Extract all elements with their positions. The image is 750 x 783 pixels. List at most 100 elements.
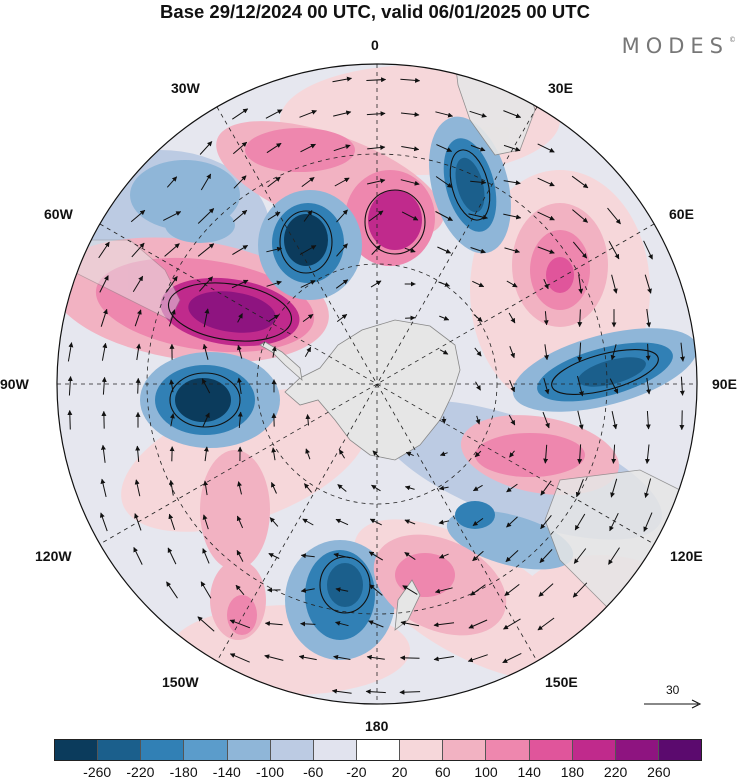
- wind-vector: [540, 480, 552, 496]
- wind-vector: [366, 77, 387, 83]
- colorbar-bin: [529, 740, 573, 760]
- wind-vector: [468, 619, 488, 629]
- wind-vector: [335, 518, 349, 526]
- wind-vector: [405, 315, 416, 321]
- wind-vector: [436, 144, 453, 152]
- wind-vector: [265, 109, 283, 119]
- wind-vector: [400, 112, 420, 117]
- colorbar-tick-label: 100: [474, 764, 498, 780]
- colorbar-tick-label: -260: [83, 764, 112, 780]
- lon-label-180: 180: [365, 718, 389, 734]
- wind-vector: [99, 512, 108, 532]
- colorbar-tick-label: 60: [435, 764, 451, 780]
- wind-vector: [134, 513, 142, 531]
- wind-vector: [300, 587, 315, 593]
- wind-vector: [467, 654, 488, 663]
- lon-label-0: 0: [371, 37, 379, 53]
- wind-vector: [236, 515, 244, 529]
- lon-label-120e: 120E: [670, 548, 703, 564]
- wind-vector: [168, 513, 176, 530]
- wind-vector: [366, 178, 386, 185]
- wind-vector: [644, 274, 652, 294]
- wind-vector: [643, 512, 653, 532]
- wind-vector: [133, 546, 143, 565]
- wind-vector: [200, 581, 212, 599]
- wind-vector: [134, 479, 141, 497]
- colorbar-bin: [98, 740, 142, 760]
- antarctica: [284, 319, 461, 461]
- wind-vector: [574, 513, 586, 531]
- wind-vector: [508, 312, 516, 324]
- wind-vector: [433, 622, 455, 628]
- wind-vector: [229, 619, 251, 629]
- wind-vector: [336, 243, 348, 257]
- wind-vector: [67, 376, 73, 396]
- lon-label-30e: 30E: [548, 80, 573, 96]
- wind-vector: [366, 111, 386, 117]
- brand-text: MODES: [621, 34, 729, 58]
- lon-label-120w: 120W: [35, 548, 72, 564]
- wind-vector: [577, 309, 583, 328]
- wind-vector: [98, 241, 110, 259]
- wind-vector: [439, 451, 448, 457]
- wind-vector: [197, 243, 215, 257]
- wind-vector: [370, 280, 382, 288]
- wind-vector: [405, 451, 414, 457]
- wind-vector: [472, 484, 483, 492]
- wind-vector: [232, 108, 249, 120]
- wind-vector: [537, 617, 555, 631]
- wind-vector: [572, 582, 588, 598]
- wind-vector: [264, 654, 284, 661]
- colorbar-tick-label: 260: [647, 764, 671, 780]
- wind-vector: [400, 179, 420, 186]
- wind-vector: [503, 180, 521, 186]
- wind-vector: [441, 416, 447, 424]
- wind-vector: [101, 342, 108, 361]
- wind-vector: [404, 519, 416, 525]
- wind-vector: [266, 280, 282, 287]
- colorbar-tick-label: -20: [346, 764, 367, 780]
- wind-vector: [131, 242, 145, 258]
- wind-vector: [537, 211, 555, 221]
- colorbar-bin: [270, 740, 314, 760]
- wind-vector: [506, 280, 518, 288]
- wind-vector: [504, 247, 520, 254]
- wind-vector: [577, 410, 584, 430]
- wind-vector: [203, 308, 210, 328]
- wind-vector: [400, 655, 420, 661]
- wind-vector: [134, 309, 142, 327]
- antarctic-peninsula: [259, 341, 303, 382]
- wind-vector: [197, 616, 215, 632]
- wind-vector: [337, 484, 347, 492]
- wind-vector: [305, 414, 311, 426]
- wind-vector: [335, 621, 349, 627]
- wind-vector: [99, 275, 109, 293]
- wind-vector: [611, 444, 617, 464]
- wind-vector: [301, 176, 315, 188]
- wind-vector: [100, 308, 108, 327]
- wind-vector: [468, 213, 488, 220]
- wind-vector: [437, 246, 452, 254]
- wind-vector: [303, 210, 313, 222]
- wind-vector: [271, 482, 277, 494]
- wind-vector: [167, 547, 177, 565]
- wind-vector: [469, 110, 487, 118]
- wind-vector: [539, 549, 553, 563]
- wind-vector: [229, 653, 250, 663]
- colorbar: [54, 739, 702, 761]
- wind-vector: [271, 447, 277, 461]
- wind-vector: [680, 342, 686, 362]
- colorbar-tick-label: -140: [212, 764, 241, 780]
- wind-vector: [610, 478, 618, 498]
- wind-vector: [571, 175, 589, 189]
- wind-vector: [332, 76, 352, 83]
- wind-vector: [368, 551, 384, 561]
- wind-vector: [645, 410, 651, 430]
- wind-vector: [135, 377, 141, 394]
- wind-vector: [271, 346, 277, 358]
- wind-vector: [470, 584, 486, 596]
- reference-arrow: [644, 699, 702, 709]
- wind-vector: [472, 517, 484, 527]
- wind-vector: [136, 343, 142, 361]
- wind-vector: [333, 110, 352, 117]
